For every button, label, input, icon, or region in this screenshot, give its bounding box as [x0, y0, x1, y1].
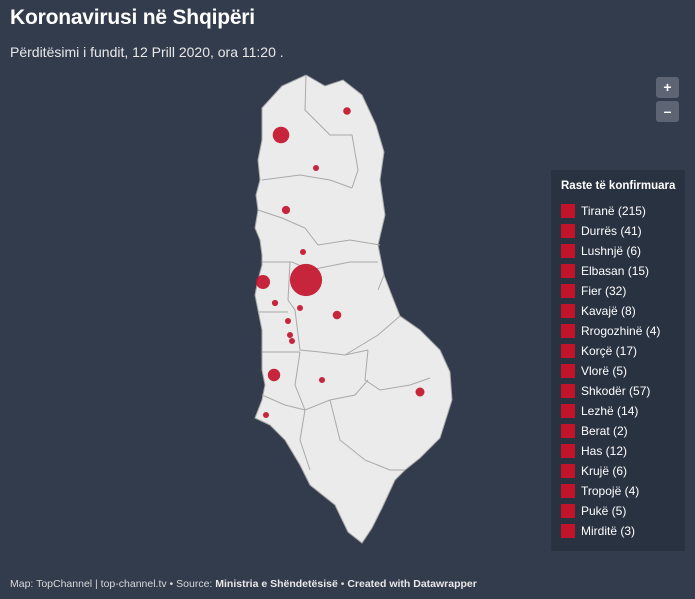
legend-swatch	[561, 364, 575, 378]
legend-label: Lezhë (14)	[581, 404, 639, 418]
legend-item-vlore[interactable]: Vlorë (5)	[561, 361, 685, 381]
legend-swatch	[561, 284, 575, 298]
legend-swatch	[561, 384, 575, 398]
legend-item-shkoder[interactable]: Shkodër (57)	[561, 381, 685, 401]
legend-title: Raste të konfirmuara	[561, 180, 676, 192]
legend-label: Korçë (17)	[581, 344, 638, 358]
legend-swatch	[561, 304, 575, 318]
legend-label: Elbasan (15)	[581, 264, 650, 278]
legend-item-fier[interactable]: Fier (32)	[561, 281, 685, 301]
legend-panel: Raste të konfirmuara Tiranë (215) Durrës…	[551, 170, 685, 551]
legend-label: Fier (32)	[581, 284, 627, 298]
legend-swatch	[561, 504, 575, 518]
case-marker-durres[interactable]	[256, 275, 270, 289]
case-marker-elbasan[interactable]	[332, 310, 342, 320]
map-title: Koronavirusi në Shqipëri	[10, 6, 255, 29]
case-marker-berat[interactable]	[319, 377, 325, 383]
legend-swatch	[561, 524, 575, 538]
case-marker-lushnje[interactable]	[289, 338, 295, 344]
legend-item-elbasan[interactable]: Elbasan (15)	[561, 261, 685, 281]
case-marker-puke[interactable]	[287, 332, 293, 338]
footer-attribution: Map: TopChannel | top-channel.tv • Sourc…	[10, 578, 216, 590]
case-marker-vlore[interactable]	[263, 412, 269, 418]
case-marker-lezhe[interactable]	[281, 205, 291, 215]
legend-item-mirdite[interactable]: Mirditë (3)	[561, 521, 685, 541]
case-marker-shkoder[interactable]	[272, 126, 290, 144]
legend-swatch	[561, 444, 575, 458]
legend-swatch	[561, 424, 575, 438]
legend-label: Rrogozhinë (4)	[581, 324, 661, 338]
legend-label: Pukë (5)	[581, 504, 627, 518]
legend-item-berat[interactable]: Berat (2)	[561, 421, 685, 441]
map-subtitle: Përditësimi i fundit, 12 Prill 2020, ora…	[10, 44, 284, 60]
case-marker-has[interactable]	[343, 107, 351, 115]
legend-swatch	[561, 344, 575, 358]
legend-swatch	[561, 204, 575, 218]
legend-label: Shkodër (57)	[581, 384, 651, 398]
case-marker-kruje[interactable]	[300, 249, 306, 255]
legend-label: Tiranë (215)	[581, 204, 646, 218]
legend-swatch	[561, 244, 575, 258]
zoom-out-button[interactable]: –	[656, 101, 679, 122]
case-marker-rrogozhine[interactable]	[285, 318, 291, 324]
map-footer: Map: TopChannel | top-channel.tv • Sourc…	[10, 578, 477, 590]
footer-credit-link[interactable]: Created with Datawrapper	[347, 578, 477, 590]
case-marker-kavaje[interactable]	[271, 299, 279, 307]
legend-swatch	[561, 404, 575, 418]
district-borders	[257, 74, 431, 471]
country-shape	[254, 74, 453, 544]
legend-item-kruje[interactable]: Krujë (6)	[561, 461, 685, 481]
case-marker-korce[interactable]	[415, 387, 425, 397]
legend-swatch	[561, 484, 575, 498]
case-marker-mirdite[interactable]	[297, 305, 303, 311]
case-marker-tropoje[interactable]	[313, 165, 319, 171]
legend-item-durres[interactable]: Durrës (41)	[561, 221, 685, 241]
legend-label: Mirditë (3)	[581, 524, 636, 538]
legend-label: Durrës (41)	[581, 224, 642, 238]
footer-source-link[interactable]: Ministria e Shëndetësisë	[215, 578, 338, 590]
zoom-in-button[interactable]: +	[656, 77, 679, 98]
legend-item-rrogozhine[interactable]: Rrogozhinë (4)	[561, 321, 685, 341]
legend-swatch	[561, 224, 575, 238]
legend-item-tirane[interactable]: Tiranë (215)	[561, 201, 685, 221]
legend-label: Has (12)	[581, 444, 628, 458]
legend-label: Vlorë (5)	[581, 364, 628, 378]
legend-label: Tropojë (4)	[581, 484, 640, 498]
legend-item-has[interactable]: Has (12)	[561, 441, 685, 461]
legend-swatch	[561, 464, 575, 478]
legend-item-lushnje[interactable]: Lushnjë (6)	[561, 241, 685, 261]
case-marker-fier[interactable]	[267, 368, 281, 382]
case-marker-tirane[interactable]	[289, 263, 323, 297]
legend-item-lezhe[interactable]: Lezhë (14)	[561, 401, 685, 421]
footer-separator: •	[337, 578, 348, 590]
legend-label: Lushnjë (6)	[581, 244, 642, 258]
legend-swatch	[561, 324, 575, 338]
legend-label: Berat (2)	[581, 424, 628, 438]
legend-label: Krujë (6)	[581, 464, 628, 478]
legend-item-puke[interactable]: Pukë (5)	[561, 501, 685, 521]
legend-item-korce[interactable]: Korçë (17)	[561, 341, 685, 361]
legend-label: Kavajë (8)	[581, 304, 636, 318]
legend-swatch	[561, 264, 575, 278]
legend-item-kavaje[interactable]: Kavajë (8)	[561, 301, 685, 321]
legend-item-tropoje[interactable]: Tropojë (4)	[561, 481, 685, 501]
